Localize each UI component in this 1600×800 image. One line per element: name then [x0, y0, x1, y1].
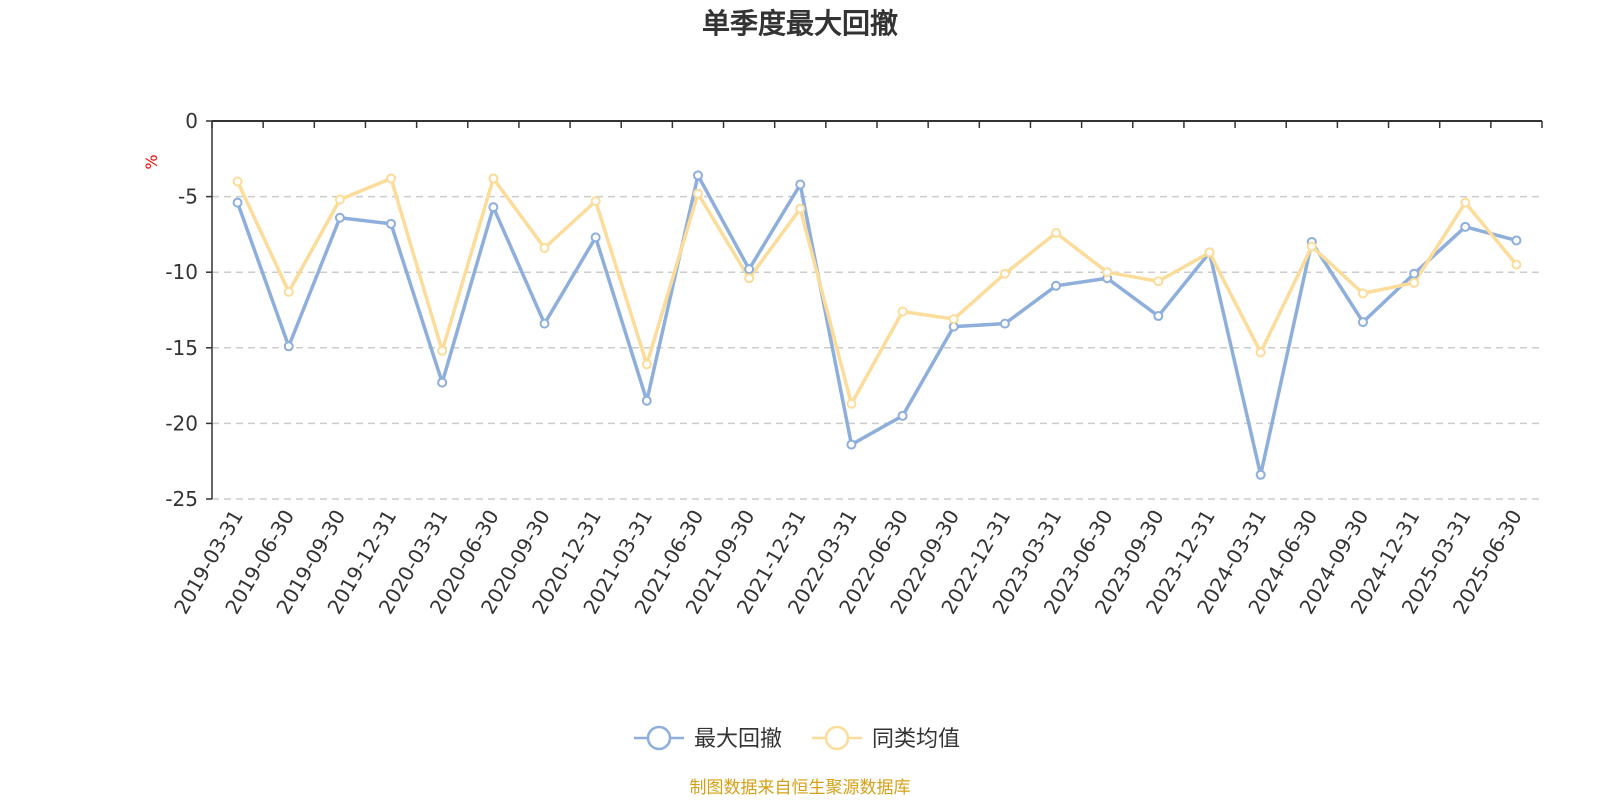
series-2-point — [692, 188, 703, 199]
y-tick-labels: 0 -5 -10 -15 -20 -25 — [165, 109, 198, 511]
y-tick-label: -10 — [165, 260, 198, 284]
series-1-point — [1357, 317, 1368, 328]
y-tick-label: -25 — [165, 487, 198, 511]
series-1-point — [1460, 221, 1471, 232]
series-2-point — [948, 314, 959, 325]
series-1-point — [232, 197, 243, 208]
series-2-point — [386, 173, 397, 184]
grid-lines — [212, 195, 1542, 500]
series-1-point — [999, 318, 1010, 329]
series-1-point — [1051, 280, 1062, 291]
series-1-point — [692, 170, 703, 181]
legend[interactable]: 最大回撤 同类均值 — [634, 725, 960, 752]
series-2-point — [897, 306, 908, 317]
series-2-point — [1153, 276, 1164, 287]
series-1-point — [437, 377, 448, 388]
series-2-point — [846, 398, 857, 409]
series-2-point — [1255, 347, 1266, 358]
series-1-point — [795, 179, 806, 190]
series-2-point — [334, 194, 345, 205]
legend-swatch-marker — [824, 725, 850, 751]
series-2-point — [590, 196, 601, 207]
series-2-point — [795, 203, 806, 214]
series-1-point — [1511, 235, 1522, 246]
series-1-point — [1409, 268, 1420, 279]
plot-area — [232, 170, 1522, 480]
series-2-point — [999, 268, 1010, 279]
y-axis-unit: % — [142, 154, 161, 169]
series-2-point — [1460, 197, 1471, 208]
legend-label: 最大回撤 — [694, 727, 782, 752]
series-2-point — [488, 173, 499, 184]
series-1-point — [386, 218, 397, 229]
series-1-point — [590, 232, 601, 243]
series-2-point — [232, 176, 243, 187]
series-2-point — [1102, 267, 1113, 278]
series-line-2 — [235, 176, 1518, 406]
series-1-point — [641, 395, 652, 406]
series-1-point — [897, 410, 908, 421]
series-1-point — [334, 212, 345, 223]
series-2-point — [1357, 288, 1368, 299]
axes — [206, 120, 1543, 500]
legend-item-1[interactable]: 最大回撤 — [634, 725, 782, 752]
series-2-point — [1204, 247, 1215, 258]
series-2-point — [283, 286, 294, 297]
series-2-point — [641, 359, 652, 370]
series-1-point — [539, 318, 550, 329]
series-2-point — [1306, 241, 1317, 252]
y-tick-label: 0 — [185, 109, 198, 133]
legend-item-2[interactable]: 同类均值 — [812, 725, 960, 752]
source-note: 制图数据来自恒生聚源数据库 — [690, 778, 911, 798]
series-line-1 — [235, 173, 1517, 477]
series-1-point — [1255, 469, 1266, 480]
series-2-point — [1409, 277, 1420, 288]
series-2-point — [1051, 227, 1062, 238]
y-tick-label: -5 — [178, 185, 198, 209]
series-2-point — [437, 345, 448, 356]
series-2-point — [744, 273, 755, 284]
series-2-point — [539, 243, 550, 254]
series-1-point — [846, 439, 857, 450]
y-tick-label: -15 — [165, 336, 198, 360]
x-tick-labels: 2019-03-312019-06-302019-09-302019-12-31… — [169, 506, 1527, 619]
series-1-point — [744, 264, 755, 275]
legend-swatch-marker — [646, 725, 672, 751]
chart-title: 单季度最大回撤 — [702, 7, 898, 40]
y-tick-label: -20 — [165, 411, 198, 435]
series-2-point — [1511, 259, 1522, 270]
series-1-point — [488, 202, 499, 213]
series-1-point — [1153, 311, 1164, 322]
legend-label: 同类均值 — [872, 727, 960, 752]
series-1-point — [283, 341, 294, 352]
